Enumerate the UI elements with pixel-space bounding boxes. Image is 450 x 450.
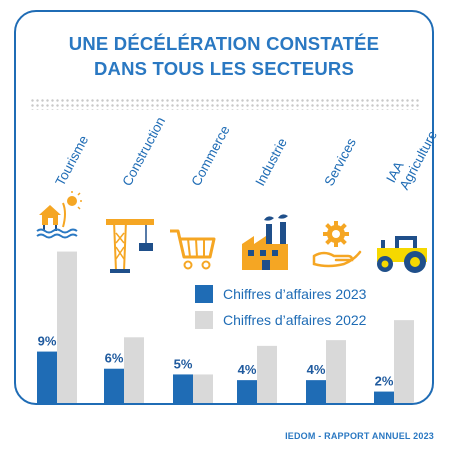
value-label-4: 4%: [307, 362, 326, 377]
factory-icon: [242, 214, 288, 270]
title-line-2: DANS TOUS LES SECTEURS: [93, 58, 354, 79]
gear-hand-icon: [312, 221, 362, 268]
dotted-separator: [30, 98, 420, 110]
labels-layer: 9% 6% 5% 4% 4% 2%: [38, 334, 394, 389]
category-labels-layer: Tourisme Construction Commerce Industrie Ser…: [52, 114, 440, 192]
bar-2023-5: [374, 391, 394, 403]
tractor-icon: [377, 236, 427, 273]
footer-source: IEDOM - RAPPORT ANNUEL 2023: [285, 431, 434, 441]
bar-2023-3: [237, 380, 257, 403]
category-label-line-5-0: Agriculture: [396, 128, 440, 192]
category-label-4: Services: [321, 135, 359, 188]
bar-2022-0: [57, 251, 77, 403]
legend-swatch-2023: [195, 285, 213, 303]
value-label-3: 4%: [238, 362, 257, 377]
bar-2022-1: [124, 337, 144, 403]
chart-title: UNE DÉCÉLÉRATION CONSTATÉE DANS TOUS LES…: [14, 31, 434, 81]
category-label-line-0-0: Tourisme: [52, 133, 91, 188]
bar-2022-3: [257, 345, 277, 403]
bar-2022-5: [394, 320, 414, 403]
category-label-1: Construction: [119, 114, 168, 188]
value-label-0: 9%: [38, 334, 57, 349]
legend-label-2022: Chiffres d’affaires 2022: [223, 312, 367, 328]
crane-icon: [106, 219, 154, 273]
legend-swatch-2022: [195, 311, 213, 329]
bar-2022-2: [193, 374, 213, 403]
category-label-line-3-0: Industrie: [252, 136, 290, 189]
legend-item-2022: Chiffres d’affaires 2022: [195, 308, 366, 332]
category-label-0: Tourisme: [52, 133, 91, 188]
category-label-2: Commerce: [188, 123, 232, 188]
category-label-line-4-0: Services: [321, 135, 359, 188]
legend: Chiffres d’affaires 2023 Chiffres d’affa…: [195, 282, 366, 334]
legend-item-2023: Chiffres d’affaires 2023: [195, 282, 366, 306]
bar-2023-1: [104, 368, 124, 403]
value-label-1: 6%: [105, 351, 124, 366]
bar-2022-4: [326, 340, 346, 403]
bar-2023-0: [37, 351, 57, 403]
value-label-5: 2%: [375, 374, 394, 389]
category-label-3: Industrie: [252, 136, 290, 189]
category-label-line-2-0: Commerce: [188, 123, 232, 188]
bar-2023-2: [173, 374, 193, 403]
beach-bungalow-icon: [36, 191, 82, 239]
bar-2023-4: [306, 380, 326, 403]
title-line-1: UNE DÉCÉLÉRATION CONSTATÉE: [68, 33, 380, 54]
value-label-2: 5%: [174, 356, 193, 371]
legend-label-2023: Chiffres d’affaires 2023: [223, 286, 367, 302]
chart-frame: [14, 10, 434, 405]
category-label-line-1-0: Construction: [119, 114, 168, 188]
shopping-cart-icon: [170, 229, 216, 270]
bars-layer: [37, 251, 414, 403]
